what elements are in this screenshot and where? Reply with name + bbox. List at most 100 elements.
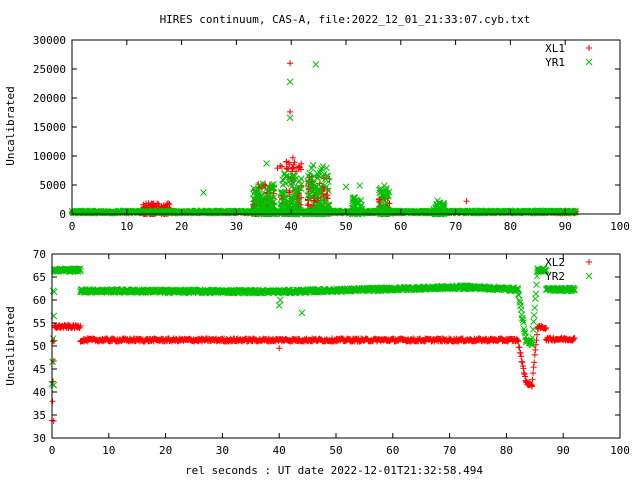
- data-point: [529, 334, 536, 341]
- data-point: [308, 175, 316, 183]
- data-point: [253, 201, 261, 208]
- data-point: [253, 192, 260, 200]
- series-XL1: [69, 60, 579, 217]
- data-point: [310, 180, 317, 187]
- top-plot: 0 10 20 30 40 50 60 70 80 90 100 0 5000 10000 15000 200…: [4, 34, 630, 233]
- data-point: [297, 175, 305, 182]
- data-point: [463, 198, 470, 205]
- x-tick-label: 10: [102, 444, 115, 457]
- data-point: [516, 344, 523, 351]
- data-point: [531, 359, 538, 366]
- top-y-axis-label: Uncalibrated: [4, 86, 17, 165]
- bottom-plot-axes: 0 10 20 30 40 50 60 70 80 90 100 30 35 40 45 50 55 60 65 70: [33, 248, 630, 457]
- data-point: [320, 170, 328, 178]
- x-tick-label: 20: [175, 220, 188, 233]
- data-point: [381, 207, 388, 215]
- data-point: [77, 322, 84, 329]
- x-tick-label: 90: [559, 220, 572, 233]
- legend-label-XL1: XL1: [545, 42, 565, 55]
- x-tick-label: 70: [449, 220, 462, 233]
- data-point: [530, 318, 538, 325]
- data-point: [378, 204, 386, 211]
- data-point: [324, 172, 332, 180]
- data-point: [529, 325, 537, 333]
- data-point: [287, 108, 294, 115]
- data-point: [318, 200, 326, 208]
- x-tick-label: 40: [285, 220, 298, 233]
- data-point: [531, 351, 538, 358]
- data-point: [278, 189, 286, 197]
- y-tick-label: 45: [33, 363, 46, 376]
- data-point: [200, 189, 207, 196]
- data-point: [384, 205, 391, 213]
- data-point: [320, 207, 328, 215]
- legend-marker-YR2: [585, 272, 593, 280]
- data-point: [264, 210, 271, 217]
- data-point: [323, 164, 330, 172]
- data-point: [290, 164, 297, 171]
- y-tick-label: 10000: [33, 150, 66, 163]
- data-point: [49, 358, 56, 366]
- legend-label-YR1: YR1: [545, 56, 565, 69]
- x-tick-label: 80: [500, 444, 513, 457]
- data-point: [309, 185, 317, 193]
- x-tick-label: 60: [394, 220, 407, 233]
- data-point: [50, 338, 57, 345]
- data-point: [275, 302, 283, 309]
- y-tick-label: 20000: [33, 92, 66, 105]
- y-tick-label: 0: [59, 208, 66, 221]
- data-point: [276, 345, 283, 352]
- legend-marker-XL1: [586, 45, 592, 51]
- data-point: [288, 200, 295, 208]
- data-point: [289, 172, 297, 179]
- x-tick-label: 70: [443, 444, 456, 457]
- data-point: [521, 369, 528, 376]
- data-point: [298, 309, 306, 317]
- data-point: [290, 191, 298, 199]
- data-point: [324, 201, 332, 209]
- data-point: [316, 204, 323, 212]
- data-point: [533, 281, 540, 289]
- data-point: [378, 187, 385, 195]
- series-YR2: [48, 265, 578, 389]
- top-plot-axes: 0 10 20 30 40 50 60 70 80 90 100 0 5000 10000 15000 200…: [33, 34, 630, 233]
- plot-frame: [51, 253, 621, 439]
- x-tick-label: 100: [610, 220, 630, 233]
- data-point: [278, 190, 286, 198]
- x-tick-label: 0: [49, 444, 56, 457]
- data-point: [270, 184, 278, 192]
- x-tick-label: 50: [339, 220, 352, 233]
- y-tick-label: 70: [33, 248, 46, 261]
- data-point: [289, 154, 296, 161]
- data-point: [281, 170, 288, 177]
- data-point: [342, 183, 350, 191]
- data-point: [383, 190, 391, 198]
- top-plot-marks: [68, 60, 580, 218]
- data-point: [286, 78, 294, 86]
- data-point: [518, 358, 525, 365]
- data-point: [276, 296, 284, 304]
- legend-marker-YR1: [585, 58, 593, 66]
- data-point: [314, 174, 321, 181]
- data-point: [381, 182, 388, 189]
- chart-title: HIRES continuum, CAS-A, file:2022_12_01_…: [160, 13, 531, 26]
- data-point: [377, 209, 385, 217]
- data-point: [312, 61, 320, 68]
- data-point: [49, 398, 56, 405]
- legend-label-YR2: YR2: [545, 270, 565, 283]
- data-point: [259, 204, 267, 211]
- data-point: [142, 200, 149, 207]
- data-point: [319, 163, 327, 170]
- x-tick-label: 30: [216, 444, 229, 457]
- data-point: [321, 209, 328, 217]
- data-point: [319, 180, 327, 188]
- data-point: [518, 353, 525, 360]
- data-point: [324, 187, 332, 195]
- data-point: [517, 349, 524, 356]
- legend-marker-XL2: [586, 259, 592, 265]
- data-point: [294, 186, 302, 194]
- data-point: [291, 159, 298, 166]
- x-tick-label: 40: [273, 444, 286, 457]
- data-point: [270, 198, 277, 206]
- data-point: [259, 195, 267, 203]
